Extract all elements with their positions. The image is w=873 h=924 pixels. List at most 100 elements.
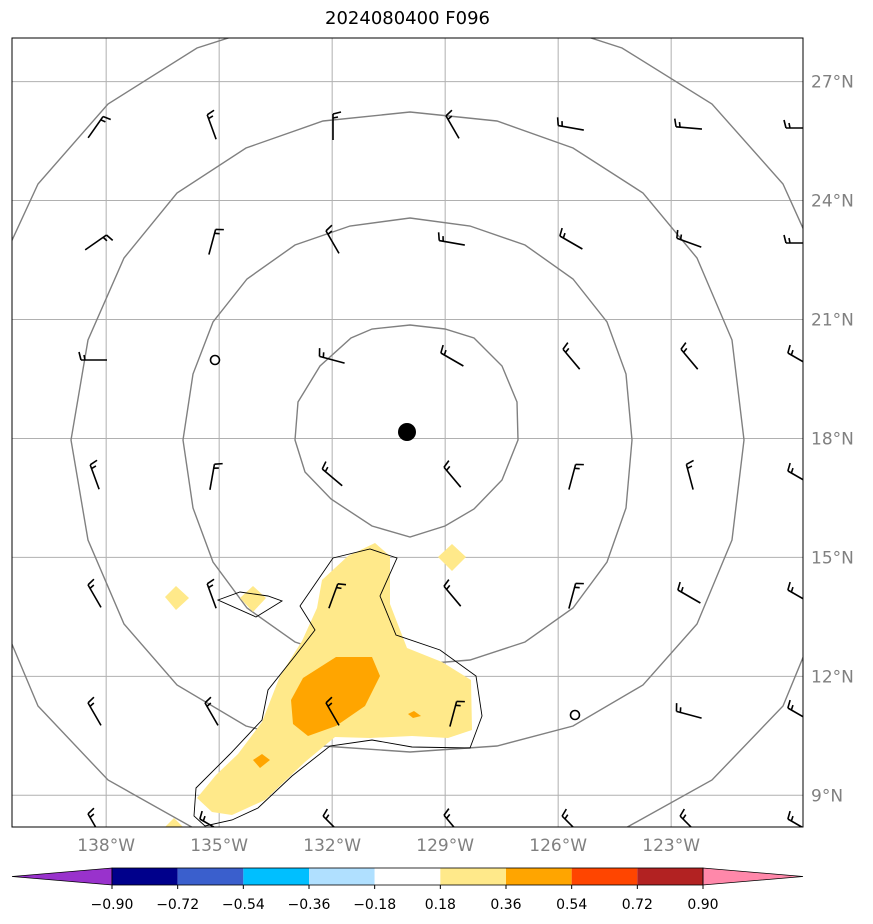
- wind-barb: [440, 344, 464, 367]
- wind-barb: [443, 579, 462, 607]
- colorbar-tick-label: 0.18: [425, 897, 456, 913]
- colorbar-swatch: [112, 868, 178, 885]
- wind-barb: [322, 808, 343, 827]
- wind-barb: [673, 118, 703, 130]
- wind-barb: [206, 578, 217, 609]
- storm-center-marker: [398, 423, 416, 441]
- contour-fill-mid: [253, 754, 270, 768]
- contour-line: [193, 548, 483, 827]
- wind-barb: [87, 578, 102, 608]
- latitude-label: 18°N: [811, 429, 854, 449]
- wind-barb: [787, 699, 803, 722]
- calm-wind-marker: [569, 709, 581, 721]
- wind-barb: [199, 810, 223, 827]
- latitude-labels: 9°N 12°N 15°N 18°N 21°N 24°N 27°N: [811, 73, 854, 807]
- wind-barb: [445, 109, 460, 139]
- colorbar-swatch: [440, 868, 506, 885]
- range-ring: [12, 38, 803, 827]
- wind-barb: [561, 808, 582, 827]
- wind-barb: [676, 229, 702, 248]
- wind-barb: [209, 462, 223, 490]
- wind-barb: [677, 581, 701, 604]
- wind-barb: [89, 459, 100, 490]
- contour-fill-low: [438, 544, 466, 571]
- wind-barb: [84, 234, 114, 251]
- wind-barb: [443, 460, 462, 488]
- wind-barb: [87, 696, 102, 726]
- colorbar-tick-label: −0.18: [353, 897, 396, 913]
- wind-barb: [325, 224, 340, 254]
- wind-barb: [680, 342, 699, 370]
- wind-barb: [328, 583, 347, 609]
- wind-barb: [787, 344, 803, 367]
- shaded-field: [165, 543, 472, 827]
- latitude-label: 21°N: [811, 311, 854, 331]
- wind-barb: [675, 703, 702, 719]
- wind-barb: [87, 115, 112, 139]
- wind-barbs: [78, 109, 803, 827]
- wind-barb: [443, 808, 462, 827]
- colorbar-tick-label: 0.72: [622, 897, 653, 913]
- colorbar-tick-label: 0.54: [556, 897, 587, 913]
- colorbar-tick-label: 0.90: [687, 897, 718, 913]
- map-frame: [11, 37, 804, 828]
- map-title: 2024080400 F096: [325, 8, 490, 29]
- wind-barb: [204, 696, 219, 726]
- colorbar-tick-label: −0.90: [91, 897, 134, 913]
- wind-barb: [679, 808, 700, 827]
- longitude-label: 126°W: [529, 836, 587, 856]
- wind-barb: [556, 117, 584, 131]
- colorbar-swatch: [374, 868, 441, 885]
- wind-barb: [568, 463, 584, 490]
- longitude-label: 135°W: [190, 836, 248, 856]
- colorbar-extend-high: [702, 867, 804, 886]
- colorbar-swatch: [309, 868, 375, 885]
- wind-barb: [325, 696, 340, 726]
- colorbar-swatch: [637, 868, 703, 885]
- colorbar-tick-label: −0.36: [288, 897, 331, 913]
- wind-barb: [332, 111, 342, 140]
- wind-barb: [321, 461, 343, 487]
- wind-barb: [78, 351, 107, 361]
- range-ring: [294, 324, 519, 538]
- contour-fill-mid: [291, 657, 380, 736]
- range-ring: [70, 111, 745, 753]
- longitude-label: 138°W: [77, 836, 135, 856]
- wind-barb: [437, 232, 465, 246]
- wind-barb: [783, 119, 803, 129]
- wind-barb: [208, 228, 224, 255]
- colorbar-swatch: [177, 868, 244, 885]
- wind-barb: [206, 109, 217, 140]
- latitude-label: 9°N: [811, 786, 843, 806]
- colorbar-extend-low: [11, 867, 113, 886]
- contour-fill-low: [165, 586, 189, 610]
- wind-barb: [559, 227, 583, 250]
- wind-barb: [787, 581, 803, 604]
- latitude-label: 24°N: [811, 192, 854, 212]
- colorbar-tick-label: 0.36: [490, 897, 521, 913]
- longitude-labels: 138°W 135°W 132°W 129°W 126°W 123°W: [77, 836, 700, 856]
- colorbar-swatch: [506, 868, 572, 885]
- wind-barb: [787, 462, 803, 485]
- colorbar-swatch: [243, 868, 309, 885]
- wind-barb: [568, 582, 584, 609]
- wind-barb: [685, 459, 694, 490]
- longitude-label: 132°W: [303, 836, 361, 856]
- contour-line: [216, 591, 284, 618]
- longitude-label: 129°W: [416, 836, 474, 856]
- latitude-label: 27°N: [811, 73, 854, 93]
- contour-fill-low: [165, 818, 183, 827]
- wind-barb: [783, 234, 803, 244]
- calm-wind-marker: [209, 354, 221, 366]
- colorbar-tick-label: −0.54: [222, 897, 265, 913]
- wind-barb: [87, 807, 102, 827]
- wind-barb: [562, 342, 581, 370]
- latitude-label: 12°N: [811, 667, 854, 687]
- colorbar-swatch: [571, 868, 638, 885]
- colorbar-frame: [111, 867, 704, 886]
- wind-barb: [449, 700, 465, 727]
- wind-barb: [318, 348, 345, 364]
- wind-barb: [787, 810, 803, 827]
